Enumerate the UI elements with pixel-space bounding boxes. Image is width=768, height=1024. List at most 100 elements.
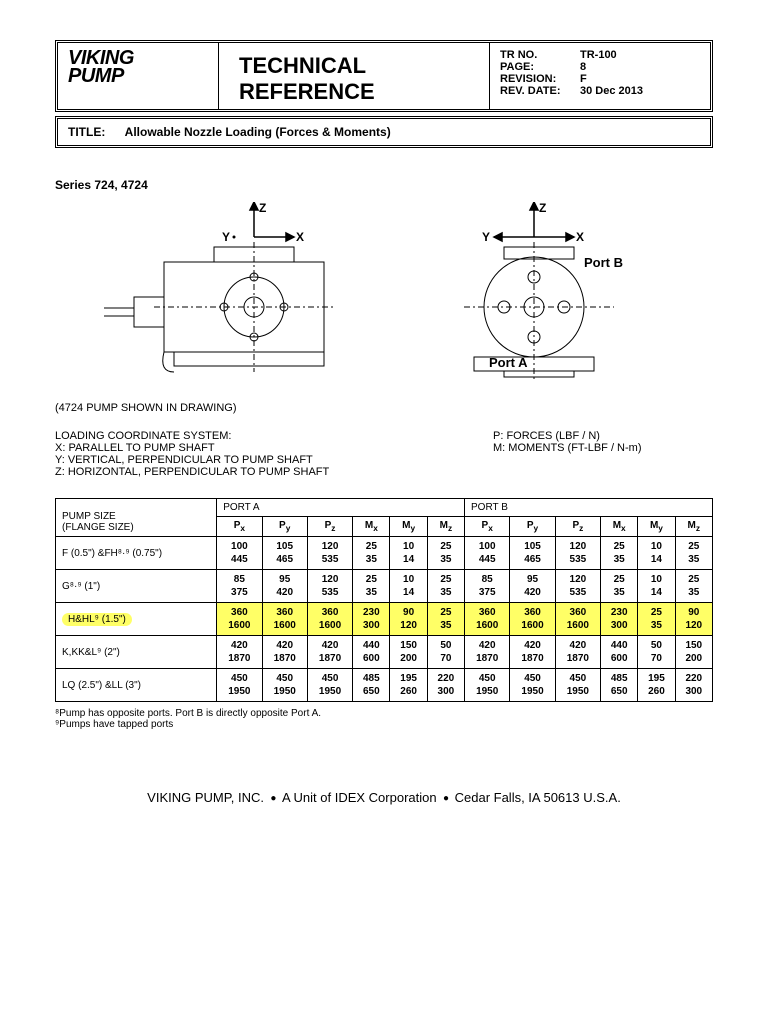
data-cell: 2535 xyxy=(675,570,712,603)
axis-x-label: X xyxy=(296,230,304,244)
data-cell: 4501950 xyxy=(555,669,600,702)
title-bar: TITLE: Allowable Nozzle Loading (Forces … xyxy=(55,116,713,148)
data-cell: 220300 xyxy=(675,669,712,702)
title-text: Allowable Nozzle Loading (Forces & Momen… xyxy=(125,125,391,139)
pump-size-cell: LQ (2.5") &LL (3") xyxy=(56,669,217,702)
data-cell: 220300 xyxy=(427,669,464,702)
data-cell: 105465 xyxy=(510,537,555,570)
data-cell: 1014 xyxy=(390,537,427,570)
axis-z-label: Z xyxy=(259,202,266,215)
data-cell: 4201870 xyxy=(555,636,600,669)
data-cell: 5070 xyxy=(427,636,464,669)
data-cell: 1014 xyxy=(638,537,675,570)
data-cell: 3601600 xyxy=(510,603,555,636)
svg-text:Y: Y xyxy=(482,230,490,244)
pump-size-cell: H&HL⁹ (1.5") xyxy=(56,603,217,636)
col-px-a: Px xyxy=(217,517,262,537)
document-header: VIKING PUMP TECHNICAL REFERENCE TR NO.TR… xyxy=(55,40,713,112)
data-cell: 150200 xyxy=(675,636,712,669)
footnotes: ⁸Pump has opposite ports. Port B is dire… xyxy=(55,708,713,730)
data-cell: 120535 xyxy=(307,570,352,603)
table-row: LQ (2.5") &LL (3")4501950450195045019504… xyxy=(56,669,713,702)
data-cell: 2535 xyxy=(427,570,464,603)
size-header: PUMP SIZE(FLANGE SIZE) xyxy=(56,499,217,537)
data-cell: 4201870 xyxy=(262,636,307,669)
title-label: TITLE: xyxy=(68,125,105,139)
doc-title-line1: TECHNICAL xyxy=(239,53,469,79)
date-value: 30 Dec 2013 xyxy=(580,85,643,97)
data-cell: 485650 xyxy=(353,669,390,702)
col-py-b: Py xyxy=(510,517,555,537)
data-cell: 90120 xyxy=(675,603,712,636)
nozzle-loading-table: PUMP SIZE(FLANGE SIZE) PORT A PORT B Px … xyxy=(55,498,713,702)
doc-title-line2: REFERENCE xyxy=(239,79,469,105)
data-cell: 90120 xyxy=(390,603,427,636)
col-px-b: Px xyxy=(465,517,510,537)
coordinate-system-block: LOADING COORDINATE SYSTEM: X: PARALLEL T… xyxy=(55,430,713,478)
table-row: G⁸·⁹ (1")8537595420120535253510142535853… xyxy=(56,570,713,603)
data-cell: 2535 xyxy=(638,603,675,636)
data-cell: 150200 xyxy=(390,636,427,669)
data-cell: 3601600 xyxy=(555,603,600,636)
rev-value: F xyxy=(580,73,587,85)
col-pz-a: Pz xyxy=(307,517,352,537)
data-cell: 1014 xyxy=(390,570,427,603)
pump-side-view: Z X Y xyxy=(104,202,364,392)
data-cell: 4501950 xyxy=(262,669,307,702)
data-cell: 195260 xyxy=(638,669,675,702)
data-cell: 120535 xyxy=(555,570,600,603)
table-row: F (0.5") &FH⁸·⁹ (0.75")10044510546512053… xyxy=(56,537,713,570)
data-cell: 2535 xyxy=(675,537,712,570)
col-mz-b: Mz xyxy=(675,517,712,537)
data-cell: 3601600 xyxy=(262,603,307,636)
data-cell: 95420 xyxy=(262,570,307,603)
svg-text:X: X xyxy=(576,230,584,244)
data-cell: 120535 xyxy=(555,537,600,570)
page-label: PAGE: xyxy=(500,61,580,73)
coord-heading: LOADING COORDINATE SYSTEM: xyxy=(55,430,493,442)
coord-y: Y: VERTICAL, PERPENDICULAR TO PUMP SHAFT xyxy=(55,454,493,466)
table-row: H&HL⁹ (1.5")3601600360160036016002303009… xyxy=(56,603,713,636)
company-logo: VIKING PUMP xyxy=(58,43,219,109)
data-cell: 195260 xyxy=(390,669,427,702)
doc-meta: TR NO.TR-100 PAGE:8 REVISION:F REV. DATE… xyxy=(490,43,710,109)
footer-company: VIKING PUMP, INC. xyxy=(147,790,264,805)
port-b-label: Port B xyxy=(584,255,623,270)
data-cell: 2535 xyxy=(601,537,638,570)
data-cell: 2535 xyxy=(353,537,390,570)
pump-size-cell: G⁸·⁹ (1") xyxy=(56,570,217,603)
data-cell: 4201870 xyxy=(465,636,510,669)
port-a-header: PORT A xyxy=(217,499,465,517)
footnote-8: ⁸Pump has opposite ports. Port B is dire… xyxy=(55,708,713,719)
pump-front-view: Z X Y Port B Port A xyxy=(404,202,664,392)
page-footer: VIKING PUMP, INC. ● A Unit of IDEX Corpo… xyxy=(55,790,713,805)
data-cell: 4501950 xyxy=(465,669,510,702)
col-py-a: Py xyxy=(262,517,307,537)
data-cell: 100445 xyxy=(217,537,262,570)
data-cell: 5070 xyxy=(638,636,675,669)
tr-no-value: TR-100 xyxy=(580,49,617,61)
data-cell: 85375 xyxy=(217,570,262,603)
col-mx-b: Mx xyxy=(601,517,638,537)
data-cell: 2535 xyxy=(353,570,390,603)
port-b-header: PORT B xyxy=(465,499,713,517)
data-cell: 4501950 xyxy=(510,669,555,702)
tr-no-label: TR NO. xyxy=(500,49,580,61)
doc-type-title: TECHNICAL REFERENCE xyxy=(219,43,490,109)
col-pz-b: Pz xyxy=(555,517,600,537)
data-cell: 4501950 xyxy=(217,669,262,702)
pump-size-cell: F (0.5") &FH⁸·⁹ (0.75") xyxy=(56,537,217,570)
data-cell: 485650 xyxy=(601,669,638,702)
drawing-note: (4724 PUMP SHOWN IN DRAWING) xyxy=(55,402,713,414)
data-cell: 4201870 xyxy=(217,636,262,669)
logo-line2: PUMP xyxy=(68,67,208,85)
data-cell: 105465 xyxy=(262,537,307,570)
footer-addr: Cedar Falls, IA 50613 U.S.A. xyxy=(455,790,621,805)
footnote-9: ⁹Pumps have tapped ports xyxy=(55,719,713,730)
data-cell: 2535 xyxy=(601,570,638,603)
pump-size-cell: K,KK&L⁹ (2") xyxy=(56,636,217,669)
data-cell: 3601600 xyxy=(307,603,352,636)
series-label: Series 724, 4724 xyxy=(55,178,713,192)
col-my-b: My xyxy=(638,517,675,537)
col-mx-a: Mx xyxy=(353,517,390,537)
